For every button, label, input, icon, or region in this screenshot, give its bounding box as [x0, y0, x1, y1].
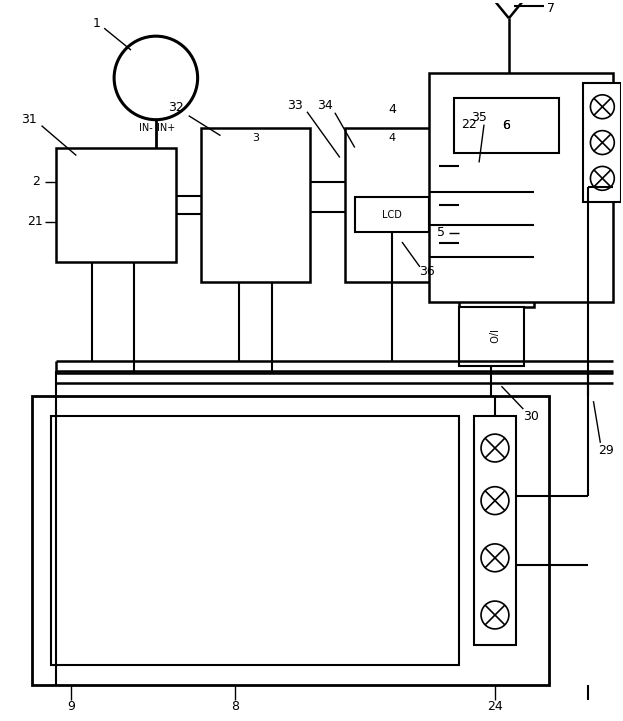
- Text: 32: 32: [168, 101, 184, 114]
- Bar: [474, 416, 516, 645]
- Text: 1: 1: [92, 17, 100, 30]
- Bar: [32, 396, 549, 684]
- Text: 7: 7: [546, 2, 554, 15]
- Bar: [201, 128, 310, 282]
- Bar: [52, 416, 459, 665]
- Text: 6: 6: [503, 119, 510, 132]
- Text: 8: 8: [231, 700, 239, 713]
- Text: 4: 4: [388, 103, 396, 116]
- Bar: [459, 306, 524, 366]
- Text: IN-: IN-: [139, 123, 153, 133]
- Text: 2: 2: [32, 175, 40, 188]
- Text: 30: 30: [523, 410, 539, 423]
- Bar: [584, 83, 621, 202]
- Bar: [345, 128, 439, 282]
- Text: 24: 24: [487, 700, 503, 713]
- Bar: [354, 198, 429, 232]
- Bar: [57, 148, 176, 262]
- Text: 33: 33: [287, 99, 303, 112]
- Text: 4: 4: [389, 133, 396, 143]
- Text: IN+: IN+: [157, 123, 175, 133]
- Text: LCD: LCD: [382, 210, 402, 220]
- Bar: [439, 143, 459, 242]
- Text: 22: 22: [461, 118, 477, 131]
- Text: 21: 21: [27, 216, 42, 229]
- Bar: [459, 143, 534, 306]
- Text: 9: 9: [67, 700, 75, 713]
- Text: 36: 36: [419, 265, 435, 278]
- Text: 5: 5: [437, 226, 445, 239]
- Text: 6: 6: [503, 119, 510, 132]
- Text: 3: 3: [252, 133, 259, 143]
- Bar: [454, 98, 559, 153]
- Text: 29: 29: [599, 444, 614, 457]
- Bar: [429, 73, 613, 301]
- Text: 31: 31: [21, 113, 37, 126]
- Text: I/O: I/O: [487, 329, 497, 343]
- Text: 35: 35: [471, 111, 487, 124]
- Text: 34: 34: [317, 99, 333, 112]
